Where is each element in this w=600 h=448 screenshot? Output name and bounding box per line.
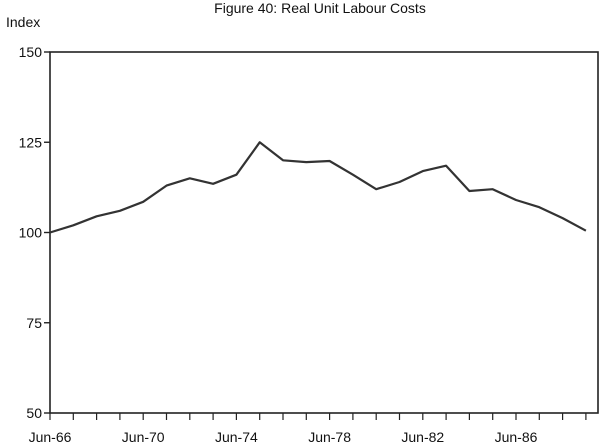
y-tick-label: 75 — [26, 315, 42, 331]
x-tick-label: Jun-86 — [495, 429, 538, 445]
series-line — [49, 141, 587, 234]
y-tick-label: 100 — [19, 225, 43, 241]
y-tick-label: 150 — [19, 44, 43, 60]
chart-title: Figure 40: Real Unit Labour Costs — [214, 0, 426, 16]
x-tick-label: Jun-70 — [122, 429, 165, 445]
y-tick-label: 125 — [19, 134, 43, 150]
plot-frame — [49, 51, 599, 414]
y-axis-label: Index — [6, 14, 41, 30]
x-tick-label: Jun-82 — [401, 429, 444, 445]
x-tick-label: Jun-74 — [215, 429, 258, 445]
y-tick-label: 50 — [26, 405, 42, 421]
x-tick-label: Jun-66 — [29, 429, 72, 445]
x-tick-label: Jun-78 — [308, 429, 351, 445]
